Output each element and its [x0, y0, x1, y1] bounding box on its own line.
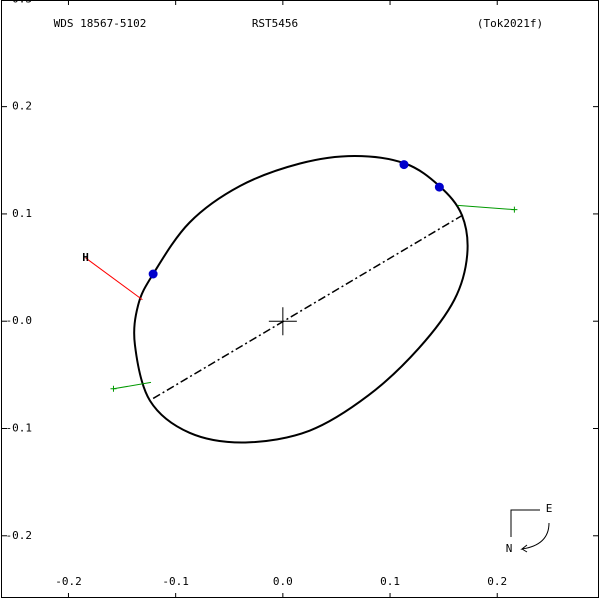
x-tick-label: -0.2 [55, 575, 82, 588]
residual-line [85, 257, 143, 301]
chart-subtitle: RST5456 [252, 17, 298, 30]
chart-title: WDS 18567-5102 [54, 17, 147, 30]
y-tick-label: -0.1 [6, 421, 33, 434]
y-tick-label: 0.1 [12, 207, 32, 220]
residual-marker [110, 385, 117, 392]
y-tick-label: -0.2 [6, 529, 33, 542]
residual-line [457, 204, 515, 211]
x-tick-label: 0.2 [487, 575, 507, 588]
observation [434, 182, 444, 192]
y-tick-label: 0.2 [12, 100, 32, 113]
compass-north: N [506, 542, 513, 555]
x-tick-label: 0.1 [380, 575, 400, 588]
y-tick-label: 0.3 [12, 0, 32, 5]
residual-line [113, 381, 152, 390]
x-tick-label: 0.0 [273, 575, 293, 588]
y-tick-label: -0.0 [6, 314, 33, 327]
x-tick-label: -0.1 [162, 575, 189, 588]
compass: E N [506, 502, 553, 555]
observation [399, 160, 409, 170]
residual-marker [511, 206, 518, 213]
line-of-nodes [152, 214, 464, 400]
compass-east: E [546, 502, 553, 515]
orbit [133, 154, 469, 444]
reference: (Tok2021f) [477, 17, 543, 30]
compass-axes [510, 509, 540, 537]
compass-arrow [520, 522, 550, 553]
observation [148, 269, 158, 279]
residual-marker: H [82, 251, 89, 264]
